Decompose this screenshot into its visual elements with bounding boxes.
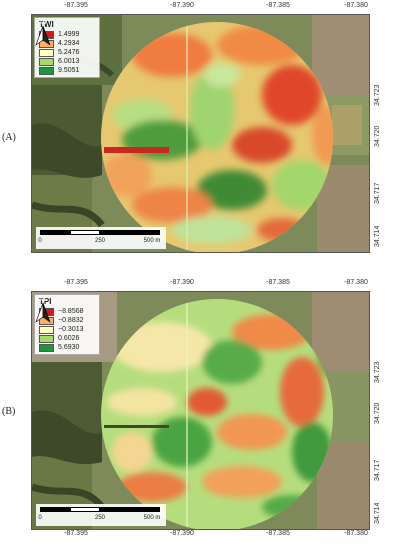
longitude-axis-top-b: -87.395 -87.390 -87.385 -87.380 <box>0 279 408 291</box>
north-arrow-icon: N <box>35 17 51 46</box>
lat-tick: 34.717 <box>374 182 381 204</box>
scale-segment <box>70 230 100 235</box>
scale-bar-b: 0 250 500 m <box>36 504 166 526</box>
north-label: N <box>40 294 46 303</box>
lon-tick: -87.395 <box>64 279 88 286</box>
legend-a: TWI 1.4999 4.2934 5.2476 6.0013 9.5051 <box>34 17 100 78</box>
legend-b: TPI −8.8568 −0.8832 −0.3013 0.6026 5.693… <box>34 294 100 355</box>
panel-label-a: (A) <box>2 132 16 143</box>
legend-label: −0.8832 <box>58 317 84 324</box>
legend-item: 9.5051 <box>39 66 95 75</box>
map-image-a <box>32 15 369 252</box>
lon-tick: -87.385 <box>266 2 290 9</box>
legend-item: 5.2476 <box>39 48 95 57</box>
panel-label-b: (B) <box>2 406 16 417</box>
lon-tick: -87.380 <box>344 279 368 286</box>
lon-tick: -87.390 <box>170 279 194 286</box>
scale-segment <box>100 507 160 512</box>
legend-label: −8.8568 <box>58 308 84 315</box>
longitude-axis-bottom-b: -87.395 -87.390 -87.385 -87.380 <box>0 530 408 542</box>
scale-tick: 250 <box>94 238 106 244</box>
legend-swatch <box>39 325 54 334</box>
legend-title: TPI <box>39 297 52 306</box>
lat-tick: 34.714 <box>374 502 381 524</box>
legend-label: 4.2934 <box>58 40 80 47</box>
legend-item: 6.0013 <box>39 57 95 66</box>
legend-label: 5.6930 <box>58 344 80 351</box>
latitude-axis-b: 34.723 34.720 34.717 34.714 <box>368 291 408 528</box>
lon-tick: -87.390 <box>170 530 194 537</box>
lon-tick: -87.380 <box>344 530 368 537</box>
scale-segment <box>40 230 70 235</box>
latitude-axis-a: 34.723 34.720 34.717 34.714 <box>368 14 408 251</box>
legend-label: 9.5051 <box>58 67 80 74</box>
longitude-axis-top-a: -87.395 -87.390 -87.385 -87.380 <box>0 2 408 14</box>
lat-tick: 34.723 <box>374 361 381 383</box>
lat-tick: 34.723 <box>374 84 381 106</box>
lon-tick: -87.385 <box>266 279 290 286</box>
north-label: N <box>40 17 46 26</box>
legend-swatch <box>39 66 54 75</box>
legend-swatch <box>39 57 54 66</box>
lon-tick: -87.395 <box>64 2 88 9</box>
lat-tick: 34.720 <box>374 125 381 147</box>
legend-item: −0.3013 <box>39 325 95 334</box>
legend-label: −0.3013 <box>58 326 84 333</box>
legend-item: 0.6026 <box>39 334 95 343</box>
scale-tick: 0 <box>38 515 42 521</box>
lat-tick: 34.720 <box>374 402 381 424</box>
map-panel-a: TWI 1.4999 4.2934 5.2476 6.0013 9.5051 0… <box>31 14 370 253</box>
lon-tick: -87.395 <box>64 530 88 537</box>
lon-tick: -87.380 <box>344 2 368 9</box>
scale-tick: 500 m <box>143 238 161 244</box>
legend-label: 0.6026 <box>58 335 80 342</box>
legend-item: 5.6930 <box>39 343 95 352</box>
legend-label: 6.0013 <box>58 58 80 65</box>
scale-segment <box>40 507 70 512</box>
legend-label: 5.2476 <box>58 49 80 56</box>
lat-tick: 34.714 <box>374 225 381 247</box>
scale-tick: 500 m <box>143 515 161 521</box>
legend-swatch <box>39 48 54 57</box>
legend-title: TWI <box>39 20 54 29</box>
lon-tick: -87.390 <box>170 2 194 9</box>
legend-label: 1.4999 <box>58 31 80 38</box>
north-arrow-icon: N <box>35 294 51 323</box>
legend-swatch <box>39 343 54 352</box>
legend-swatch <box>39 334 54 343</box>
map-panel-b: TPI −8.8568 −0.8832 −0.3013 0.6026 5.693… <box>31 291 370 530</box>
lon-tick: -87.385 <box>266 530 290 537</box>
scale-tick: 0 <box>38 238 42 244</box>
scale-segment <box>70 507 100 512</box>
scale-tick: 250 <box>94 515 106 521</box>
scale-bar-a: 0 250 500 m <box>36 227 166 249</box>
lat-tick: 34.717 <box>374 459 381 481</box>
scale-segment <box>100 230 160 235</box>
